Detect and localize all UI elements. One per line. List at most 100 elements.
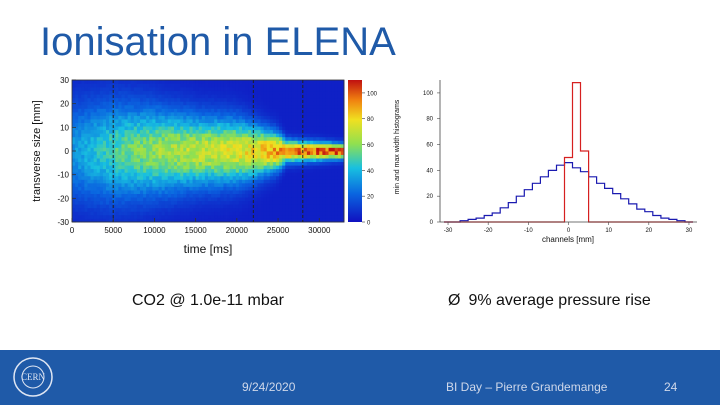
- heatmap-cell: [223, 94, 227, 99]
- heatmap-cell: [242, 211, 246, 216]
- heatmap-cell: [167, 168, 172, 173]
- heatmap-cell: [211, 119, 215, 123]
- heatmap-cell: [152, 119, 156, 123]
- heatmap-cell: [195, 136, 200, 141]
- heatmap-cell: [263, 214, 268, 219]
- heatmap-cell: [133, 214, 138, 219]
- heatmap-cell: [115, 168, 119, 173]
- heatmap-cell: [140, 197, 144, 202]
- heatmap-cell: [112, 104, 116, 109]
- heatmap-cell: [254, 179, 258, 184]
- heatmap-cell: [254, 115, 258, 120]
- heatmap-cell: [288, 182, 292, 187]
- heatmap-cell: [319, 108, 323, 113]
- heatmap-cell: [186, 154, 190, 159]
- heatmap-cell: [279, 158, 283, 163]
- heatmap-cell: [146, 186, 150, 191]
- heatmap-cell: [189, 87, 193, 92]
- heatmap-cell: [72, 87, 76, 92]
- heatmap-cell: [124, 197, 129, 202]
- heatmap-cell: [146, 200, 150, 205]
- heatmap-cell: [272, 172, 277, 177]
- heatmap-cell: [291, 175, 295, 180]
- heatmap-cell: [242, 154, 246, 159]
- heatmap-cell: [75, 119, 79, 123]
- heatmap-cell: [130, 165, 135, 170]
- heatmap-cell: [93, 115, 98, 120]
- heatmap-cell: [211, 193, 215, 198]
- heatmap-cell: [313, 147, 317, 152]
- heatmap-cell: [310, 104, 314, 109]
- heatmap-cell: [276, 207, 280, 212]
- heatmap-cell: [220, 168, 224, 173]
- heatmap-cell: [186, 218, 190, 223]
- heatmap-cell: [306, 154, 311, 159]
- heatmap-cell: [337, 175, 342, 180]
- heatmap-cell: [167, 151, 172, 155]
- heatmap-cell: [294, 154, 299, 159]
- heatmap-cell: [272, 204, 277, 209]
- heatmap-cell: [337, 122, 342, 127]
- heatmap-cell: [136, 204, 141, 209]
- heatmap-cell: [81, 115, 85, 120]
- heatmap-cell: [170, 104, 175, 109]
- heatmap-cell: [260, 111, 265, 116]
- heatmap-cell: [143, 115, 147, 120]
- heatmap-cell: [140, 165, 144, 170]
- heatmap-cell: [260, 211, 265, 216]
- heatmap-cell: [118, 147, 122, 152]
- heatmap-cell: [313, 204, 317, 209]
- heatmap-cell: [149, 172, 153, 177]
- heatmap-cell: [263, 126, 268, 131]
- heatmap-cell: [322, 136, 326, 141]
- heatmap-cell: [217, 179, 221, 184]
- heatmap-cell: [167, 158, 172, 163]
- heatmap-cell: [306, 97, 311, 102]
- heatmap-cell: [149, 154, 153, 159]
- heatmap-cell: [300, 111, 305, 116]
- heatmap-cell: [106, 204, 110, 209]
- heatmap-cell: [146, 87, 150, 92]
- heatmap-cell: [337, 126, 342, 131]
- heatmap-cell: [260, 136, 265, 141]
- heatmap-cell: [238, 80, 243, 84]
- heatmap-cell: [72, 147, 76, 152]
- heatmap-cell: [272, 186, 277, 191]
- heatmap-cell: [248, 101, 252, 106]
- heatmap-cell: [288, 175, 292, 180]
- heatmap-cell: [204, 179, 209, 184]
- heatmap-cell: [245, 218, 249, 223]
- heatmap-cell: [279, 165, 283, 170]
- heatmap-cell: [226, 83, 231, 88]
- heatmap-cell: [334, 97, 339, 102]
- heatmap-cell: [334, 168, 339, 173]
- heatmap-cell: [112, 136, 116, 141]
- heatmap-cell: [158, 161, 163, 166]
- heatmap-cell: [109, 101, 113, 106]
- heatmap-cell: [84, 172, 88, 177]
- heatmap-cell: [340, 147, 345, 152]
- heatmap-cell: [161, 140, 166, 145]
- heatmap-cell: [235, 154, 240, 159]
- heatmap-cell: [75, 108, 79, 113]
- heatmap-cell: [195, 154, 200, 159]
- heatmap-cell: [201, 147, 206, 152]
- heatmap-cell: [112, 182, 116, 187]
- heatmap-cell: [121, 94, 125, 99]
- heatmap-cell: [288, 90, 292, 95]
- heatmap-cell: [245, 94, 249, 99]
- heatmap-cell: [195, 158, 200, 163]
- heatmap-cell: [297, 126, 302, 131]
- heatmap-cell: [319, 179, 323, 184]
- heatmap-cell: [208, 80, 212, 84]
- heatmap-cell: [328, 147, 333, 152]
- heatmap-cell: [109, 97, 113, 102]
- heatmap-cell: [260, 108, 265, 113]
- heatmap-cell: [149, 108, 153, 113]
- heatmap-cell: [319, 90, 323, 95]
- heatmap-cell: [303, 104, 308, 109]
- heatmap-cell: [248, 190, 252, 194]
- heatmap-cell: [167, 108, 172, 113]
- heatmap-cell: [269, 83, 274, 88]
- heatmap-cell: [303, 122, 308, 127]
